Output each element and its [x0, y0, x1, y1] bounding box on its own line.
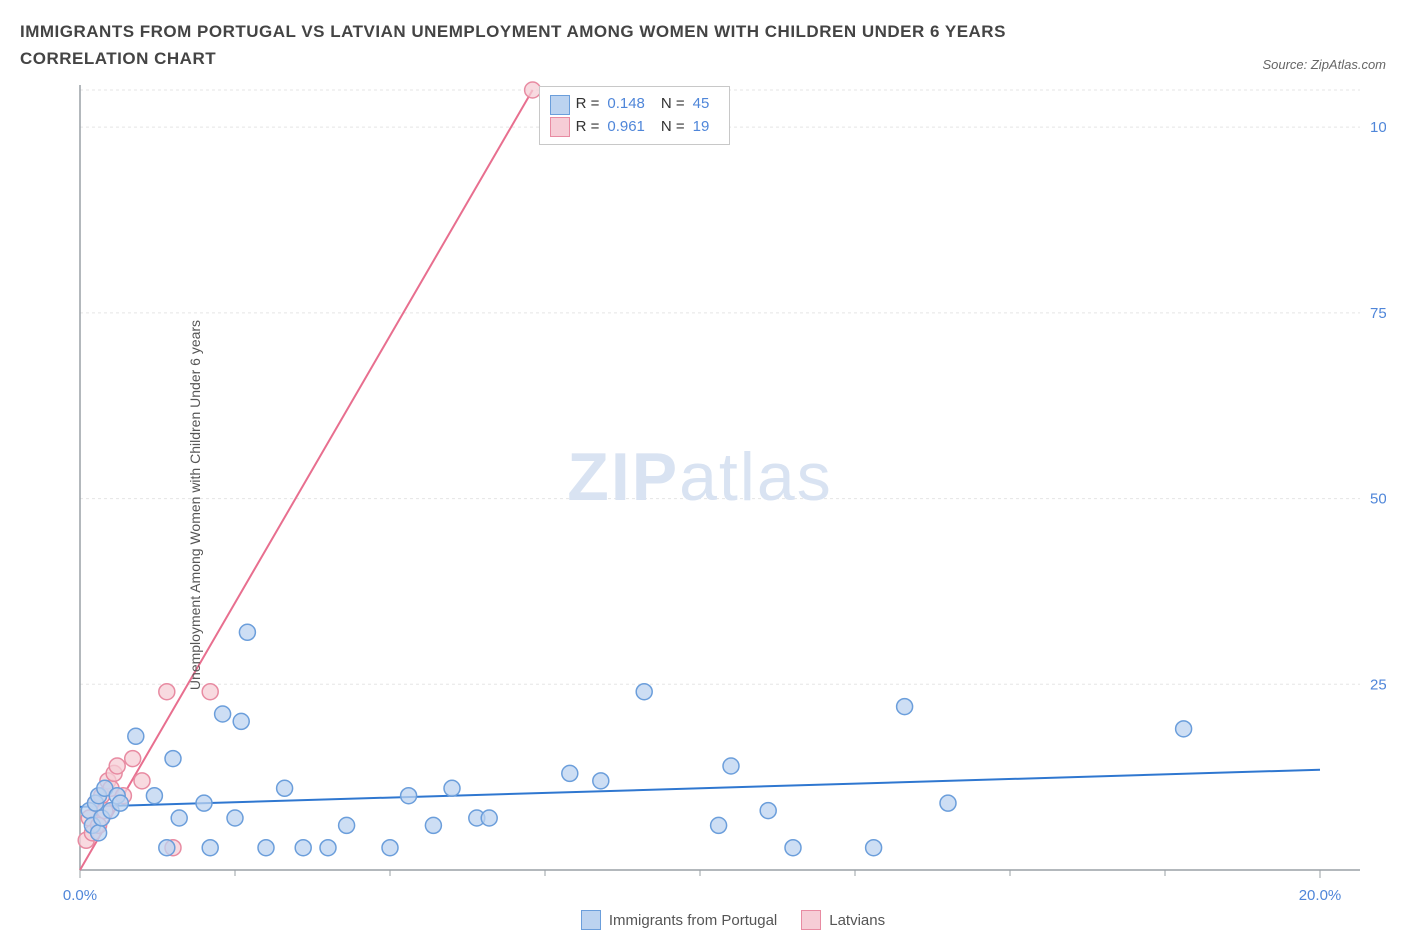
scatter-chart: ZIPatlas 0.0% 20.0% 25.0% 50.0% 75.0% 100.0%	[20, 80, 1386, 910]
stats-row-latvians: R = 0.961 N = 19	[550, 116, 720, 139]
source-label: Source: ZipAtlas.com	[1262, 57, 1386, 72]
n-value-latvians: 19	[693, 116, 710, 139]
svg-text:25.0%: 25.0%	[1370, 677, 1386, 694]
svg-text:0.0%: 0.0%	[63, 887, 97, 904]
n-value-portugal: 45	[693, 93, 710, 116]
n-label: N =	[661, 93, 685, 116]
svg-text:100.0%: 100.0%	[1370, 120, 1386, 137]
r-label: R =	[576, 116, 600, 139]
y-axis-label: Unemployment Among Women with Children U…	[187, 320, 203, 690]
svg-text:75.0%: 75.0%	[1370, 305, 1386, 322]
n-label: N =	[661, 116, 685, 139]
r-value-portugal: 0.148	[607, 93, 645, 116]
stats-row-portugal: R = 0.148 N = 45	[550, 93, 720, 116]
swatch-latvians	[550, 117, 570, 137]
svg-text:ZIPatlas: ZIPatlas	[567, 439, 832, 515]
stats-legend: R = 0.148 N = 45 R = 0.961 N = 19	[539, 86, 731, 145]
chart-container: Unemployment Among Women with Children U…	[20, 80, 1386, 930]
r-label: R =	[576, 93, 600, 116]
svg-text:50.0%: 50.0%	[1370, 491, 1386, 508]
chart-title: IMMIGRANTS FROM PORTUGAL VS LATVIAN UNEM…	[20, 18, 1120, 72]
swatch-portugal	[550, 95, 570, 115]
svg-text:20.0%: 20.0%	[1299, 887, 1342, 904]
r-value-latvians: 0.961	[607, 116, 645, 139]
